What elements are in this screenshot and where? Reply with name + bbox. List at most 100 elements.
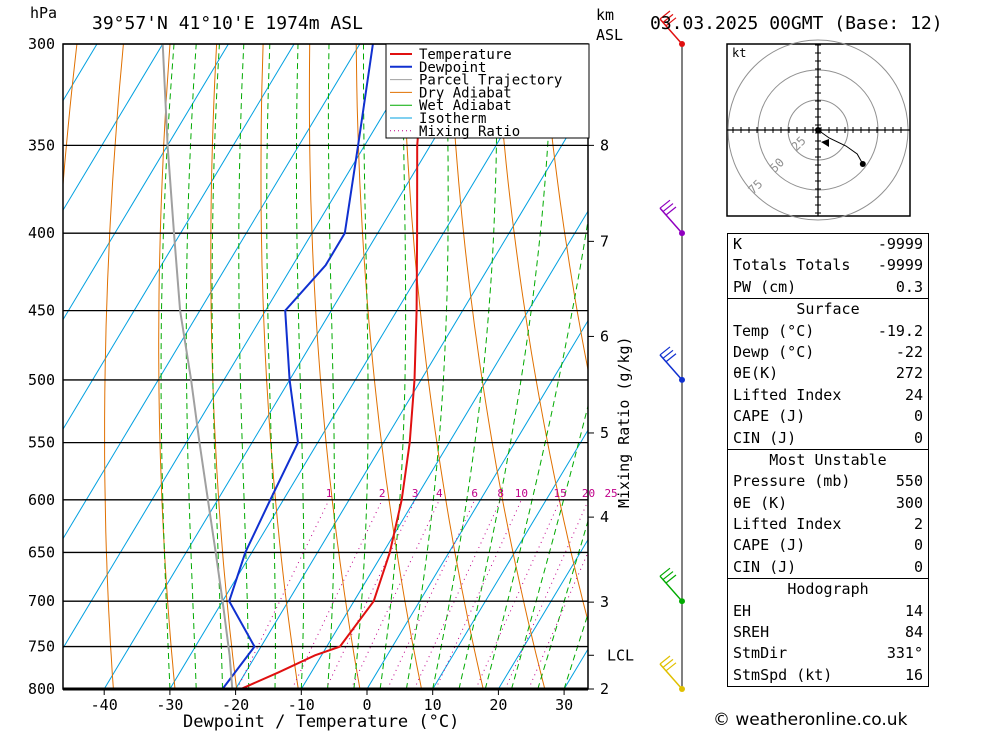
x-tick-label: -20 [222,696,249,714]
wind-barb-feather [665,206,677,216]
dewpoint-line [221,44,374,689]
isotherm-line [63,44,361,540]
wet-adiabat-line [211,44,223,689]
wind-barb-feather [659,199,671,209]
index-value: 0.3 [895,277,923,296]
pressure-tick-label: 800 [28,680,55,698]
mixing-ratio-line [475,499,561,689]
hodograph-row: StmDir 331° [728,643,928,664]
isotherm-line [366,319,588,689]
legend-label: Wet Adiabat [419,98,512,114]
wind-barb [659,207,683,234]
index-label: Temp (°C) [733,321,815,340]
km-tick-label: 6 [600,327,609,345]
most-unstable-row: CIN (J) 0 [728,557,928,578]
storm-motion-marker [821,139,829,147]
isotherm-line [497,538,588,689]
pressure-tick-label: 600 [28,491,55,509]
wind-barb-feather [665,17,677,27]
mixing-ratio-line [350,499,440,689]
dry-adiabat-line [104,44,124,689]
isotherm-line [63,44,426,650]
plot-frame [62,43,589,690]
mixing-ratio-label: 3 [412,487,419,500]
index-label: Lifted Index [733,385,842,404]
mixing-ratio-line [504,499,588,689]
index-value: -19.2 [877,321,923,340]
temperature-line [240,44,427,689]
index-row: PW (cm) 0.3 [728,277,928,298]
wind-barb [659,575,683,602]
hodograph-point [815,127,821,133]
dry-adiabat-line [542,44,588,373]
wet-adiabat-line [295,44,305,689]
pressure-tick-label: 350 [28,136,55,154]
index-value: 550 [895,472,923,491]
surface-row: CAPE (J) 0 [728,406,928,427]
surface-row: Dewp (°C) -22 [728,342,928,363]
index-label: Pressure (mb) [733,472,851,491]
asl-unit: ASL [596,26,623,44]
mixing-ratio-axis-label: Mixing Ratio (g/kg) [615,336,633,508]
wet-adiabat-line [266,44,276,689]
most-unstable-row: Pressure (mb) 550 [728,471,928,492]
x-tick-label: -30 [156,696,183,714]
index-label: K [733,235,743,253]
index-label: StmDir [733,644,788,663]
index-value: 84 [904,623,923,642]
indices-panel: K -9999 Totals Totals -9999 PW (cm) 0.3 Surfac… [727,233,929,688]
mixing-ratio-line [528,551,588,689]
index-value: 2 [913,515,923,534]
index-label: Lifted Index [733,515,842,534]
index-label: Totals Totals [733,256,851,275]
index-label: θE (K) [733,493,788,512]
mixing-ratio-label: 25 [604,487,617,500]
pressure-tick-label: 750 [28,638,55,656]
surface-row: θE(K) 272 [728,363,928,384]
index-label: CAPE (J) [733,407,806,426]
hodograph-row: SREH 84 [728,622,928,643]
mixing-ratio-label: 2 [379,487,386,500]
index-label: CIN (J) [733,557,797,576]
parcel-trajectory-line [161,44,234,689]
wet-adiabat-line [160,44,175,689]
isotherm-line [169,44,558,689]
wind-barb [659,354,683,381]
wet-adiabat-line [563,612,588,689]
surface-row: Lifted Index 24 [728,385,928,406]
pressure-tick-label: 450 [28,302,55,320]
x-tick-label: 0 [362,696,371,714]
legend-label: Parcel Trajectory [419,73,562,89]
most-unstable-row: Lifted Index 2 [728,514,928,535]
x-tick-label: 10 [424,696,442,714]
most-unstable-row: CAPE (J) 0 [728,535,928,556]
km-tick-label: 8 [600,136,609,154]
surface-row: Temp (°C) -19.2 [728,321,928,342]
pressure-tick-label: 500 [28,371,55,389]
mixing-ratio-label: 6 [471,487,478,500]
isotherm-line [432,429,588,689]
isotherm-line [235,100,588,689]
legend-label: Dry Adiabat [419,85,512,101]
wind-barb-feather [662,658,674,668]
most-unstable-row: θE (K) 300 [728,493,928,514]
isotherm-line [0,44,31,689]
index-label: SREH [733,623,770,642]
mixing-ratio-label: 10 [515,487,528,500]
mixing-ratio-line [387,499,476,689]
mixing-ratio-label: 20 [582,487,595,500]
wind-barb-feather [665,662,677,672]
isotherm-line [103,44,492,689]
wet-adiabat-line [185,44,197,689]
km-tick-label: 4 [600,508,609,526]
dry-adiabat-line [308,44,361,689]
km-tick-label: 5 [600,424,609,442]
x-tick-label: 30 [555,696,573,714]
hodograph-trace [817,129,864,165]
km-tick-label: 7 [600,232,609,250]
x-tick-label: 20 [489,696,507,714]
dry-adiabat-line [0,44,30,689]
